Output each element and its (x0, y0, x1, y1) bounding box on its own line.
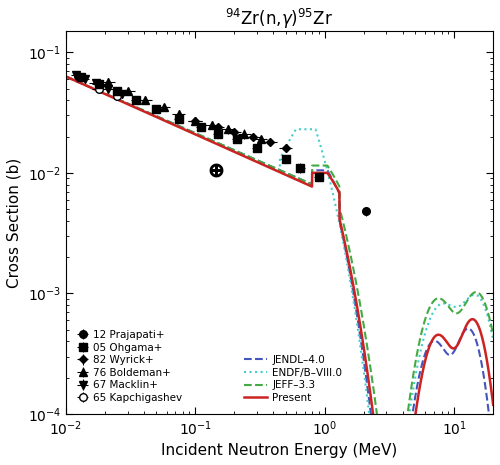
Present (483, 352, 489, 358)
ENDF/B–VIII.0 (270, 165, 276, 170)
JEFF–3.3 (402, 428, 408, 434)
Legend: JENDL–4.0, ENDF/B–VIII.0, JEFF–3.3, Present: JENDL–4.0, ENDF/B–VIII.0, JEFF–3.3, Pres… (242, 353, 344, 405)
JEFF–3.3 (57, 72, 63, 78)
Line: Present: Present (60, 75, 498, 465)
JEFF–3.3 (270, 165, 276, 170)
JEFF–3.3 (482, 303, 488, 308)
X-axis label: Incident Neutron Energy (MeV): Incident Neutron Energy (MeV) (162, 443, 398, 458)
JEFF–3.3 (496, 363, 500, 369)
Present (270, 166, 276, 172)
Present (80, 81, 86, 86)
ENDF/B–VIII.0 (80, 81, 86, 86)
Line: ENDF/B–VIII.0: ENDF/B–VIII.0 (60, 75, 498, 465)
Present (482, 351, 488, 357)
JENDL–4.0 (270, 165, 276, 170)
Present (57, 72, 63, 78)
Y-axis label: Cross Section (b): Cross Section (b) (7, 158, 22, 288)
ENDF/B–VIII.0 (402, 438, 408, 444)
Line: JEFF–3.3: JEFF–3.3 (60, 75, 498, 465)
JENDL–4.0 (80, 81, 86, 86)
JEFF–3.3 (483, 303, 489, 309)
JENDL–4.0 (483, 388, 489, 393)
JENDL–4.0 (57, 72, 63, 78)
ENDF/B–VIII.0 (482, 307, 488, 312)
JENDL–4.0 (482, 386, 488, 392)
Present (496, 452, 500, 458)
ENDF/B–VIII.0 (258, 159, 264, 165)
Line: JENDL–4.0: JENDL–4.0 (60, 75, 498, 465)
Present (258, 161, 264, 167)
JENDL–4.0 (258, 159, 264, 165)
JEFF–3.3 (80, 81, 86, 86)
ENDF/B–VIII.0 (483, 308, 489, 313)
Title: $^{94}$Zr(n,$\gamma$)$^{95}$Zr: $^{94}$Zr(n,$\gamma$)$^{95}$Zr (226, 7, 334, 31)
ENDF/B–VIII.0 (496, 368, 500, 374)
ENDF/B–VIII.0 (57, 72, 63, 78)
JEFF–3.3 (258, 159, 264, 165)
